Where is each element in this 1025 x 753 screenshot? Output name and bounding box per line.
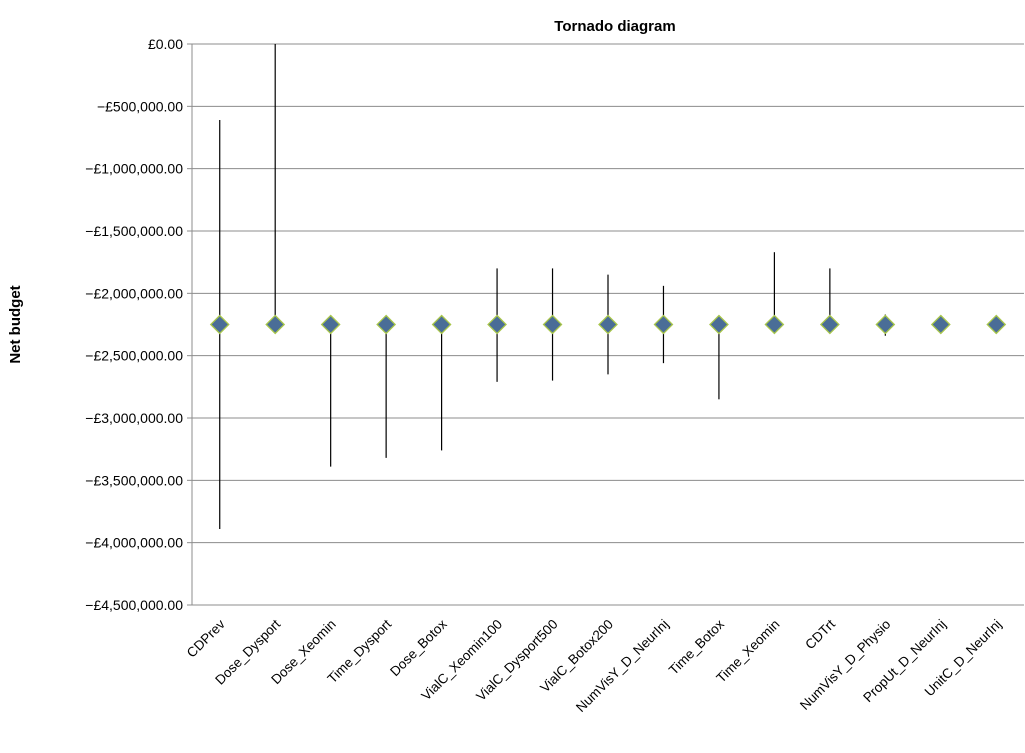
base-point [542, 314, 563, 335]
y-tick-label: −£500,000.00 [97, 98, 183, 114]
base-point [487, 314, 507, 335]
base-point [653, 314, 674, 335]
y-tick-label: £0.00 [148, 36, 183, 52]
x-tick-label: CDPrev [184, 616, 228, 660]
base-point [875, 314, 896, 335]
y-tick-label: −£2,500,000.00 [85, 348, 183, 364]
base-point [320, 314, 341, 335]
base-point [209, 314, 230, 335]
x-tick-label: NumVisY_D_Physio [797, 617, 893, 713]
chart-title: Tornado diagram [554, 18, 675, 35]
y-axis-label: Net budget [7, 285, 24, 363]
y-tick-label: −£1,500,000.00 [85, 223, 183, 239]
base-point [764, 314, 785, 335]
y-tick-label: −£4,500,000.00 [85, 597, 183, 613]
base-point [265, 314, 286, 335]
base-point [930, 314, 951, 335]
base-point [431, 314, 452, 335]
base-point [986, 314, 1007, 335]
ranges [219, 44, 886, 529]
base-point [819, 314, 840, 335]
y-tick-label: −£4,000,000.00 [85, 535, 183, 551]
y-axis-ticks: £0.00 −£500,000.00 −£1,000,000.00 −£1,500,0… [85, 36, 192, 613]
x-axis-ticks: CDPrevDose_DysportDose_XeominTime_Dyspor… [184, 616, 1005, 715]
x-tick-label: Time_Botox [666, 616, 727, 677]
base-points [209, 314, 1007, 335]
x-tick-label: CDTrt [802, 616, 838, 652]
base-point [709, 314, 729, 335]
y-tick-label: −£3,000,000.00 [85, 410, 183, 426]
y-tick-label: −£2,000,000.00 [85, 285, 183, 301]
base-point [376, 314, 397, 335]
y-tick-label: −£3,500,000.00 [85, 472, 183, 488]
x-tick-label: NumVisY_D_NeurInj [573, 617, 672, 716]
base-point [598, 314, 618, 335]
y-tick-label: −£1,000,000.00 [85, 161, 183, 177]
